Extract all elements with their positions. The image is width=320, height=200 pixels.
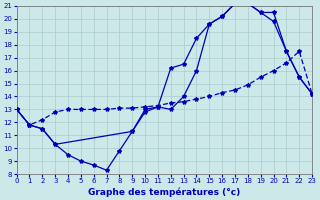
X-axis label: Graphe des températures (°c): Graphe des températures (°c) <box>88 187 241 197</box>
